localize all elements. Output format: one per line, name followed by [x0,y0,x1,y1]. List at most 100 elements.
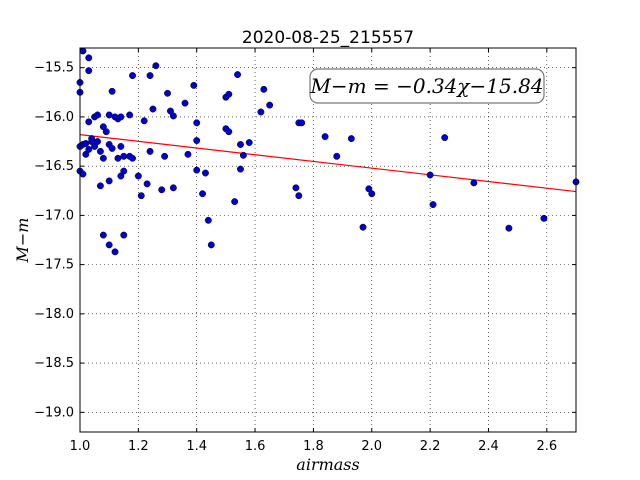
data-point [190,81,198,89]
data-point [193,119,201,127]
data-point [260,85,268,93]
data-point [359,223,367,231]
data-point [117,113,125,121]
data-point [204,216,212,224]
x-tick-label: 2.4 [478,439,499,454]
data-point [108,144,116,152]
data-point [111,248,119,256]
data-point [368,190,376,198]
data-point [126,111,134,119]
x-tick-label: 2.6 [536,439,557,454]
data-point [79,47,87,55]
data-point [140,117,148,125]
x-tick-label: 1.8 [303,439,324,454]
data-point [85,67,93,75]
data-point [207,241,215,249]
data-point [79,170,87,178]
y-tick-label: −18.5 [34,356,74,371]
data-point [146,72,154,80]
x-tick-label: 2.0 [361,439,382,454]
y-axis-label: M−m [13,218,32,264]
data-point [105,177,113,185]
data-point [99,154,107,162]
x-tick-label: 2.2 [420,439,441,454]
data-point [184,150,192,158]
fit-equation: M−m = −0.34χ−15.84 [309,74,543,98]
data-point [129,72,136,80]
data-point [85,145,93,153]
x-tick-label: 1.6 [245,439,266,454]
data-point [429,201,437,209]
data-point [149,105,157,113]
y-tick-label: −15.5 [34,61,74,76]
data-point [225,128,233,136]
x-axis-label: airmass [296,455,359,474]
data-point [96,182,104,190]
data-point [120,231,128,239]
data-point [193,137,201,145]
data-point [245,139,253,146]
data-points [76,47,580,256]
data-point [143,180,151,188]
data-point [102,128,110,136]
y-tick-labels: −15.5 −16.0 −16.5 −17.0 −17.5 −18.0 −18.5 −19.0 [34,61,74,421]
data-point [137,192,145,200]
data-point [94,138,101,145]
plot-frame [79,47,577,433]
fit-line [79,134,577,193]
data-point [114,154,122,162]
data-point [237,141,244,148]
data-point [96,147,104,155]
data-point [347,135,355,143]
data-point [99,231,107,239]
data-point [181,99,189,107]
data-point [146,147,154,155]
data-point [225,90,233,98]
y-tick-label: −19.0 [34,405,74,420]
data-point [169,184,177,192]
data-point [120,152,128,160]
x-tick-label: 1.0 [70,439,91,454]
data-point [239,151,247,159]
data-point [164,89,171,97]
data-point [120,167,128,175]
equation-frame [309,68,545,104]
data-point [85,118,93,126]
data-point [161,152,169,160]
data-point [202,169,209,177]
data-point [169,112,177,120]
data-point [237,165,244,173]
data-point [129,154,136,162]
data-point [152,62,160,70]
data-point [108,87,116,95]
data-point [257,108,265,116]
data-point [85,54,93,62]
data-point [321,133,329,141]
data-point [470,179,478,187]
data-point [231,198,239,206]
data-point [234,71,242,79]
data-point [266,101,274,109]
data-point [295,192,303,200]
data-point [199,190,206,198]
y-tick-label: −16.0 [34,110,74,125]
data-point [94,111,101,119]
data-point [298,119,306,127]
data-point [292,184,300,192]
ticks [79,48,576,432]
data-point [505,224,513,232]
data-point [134,172,142,180]
data-point [117,143,125,150]
data-point [82,140,90,147]
data-point [441,134,449,142]
grid [79,48,576,432]
x-tick-label: 1.2 [128,439,149,454]
y-tick-label: −17.5 [34,258,74,273]
y-tick-label: −16.5 [34,159,74,174]
data-point [333,152,341,160]
x-tick-labels: 1.0 1.2 1.4 1.6 1.8 2.0 2.2 2.4 2.6 [70,439,558,454]
x-tick-label: 1.4 [186,439,207,454]
y-tick-label: −18.0 [34,307,74,322]
data-point [540,214,548,222]
